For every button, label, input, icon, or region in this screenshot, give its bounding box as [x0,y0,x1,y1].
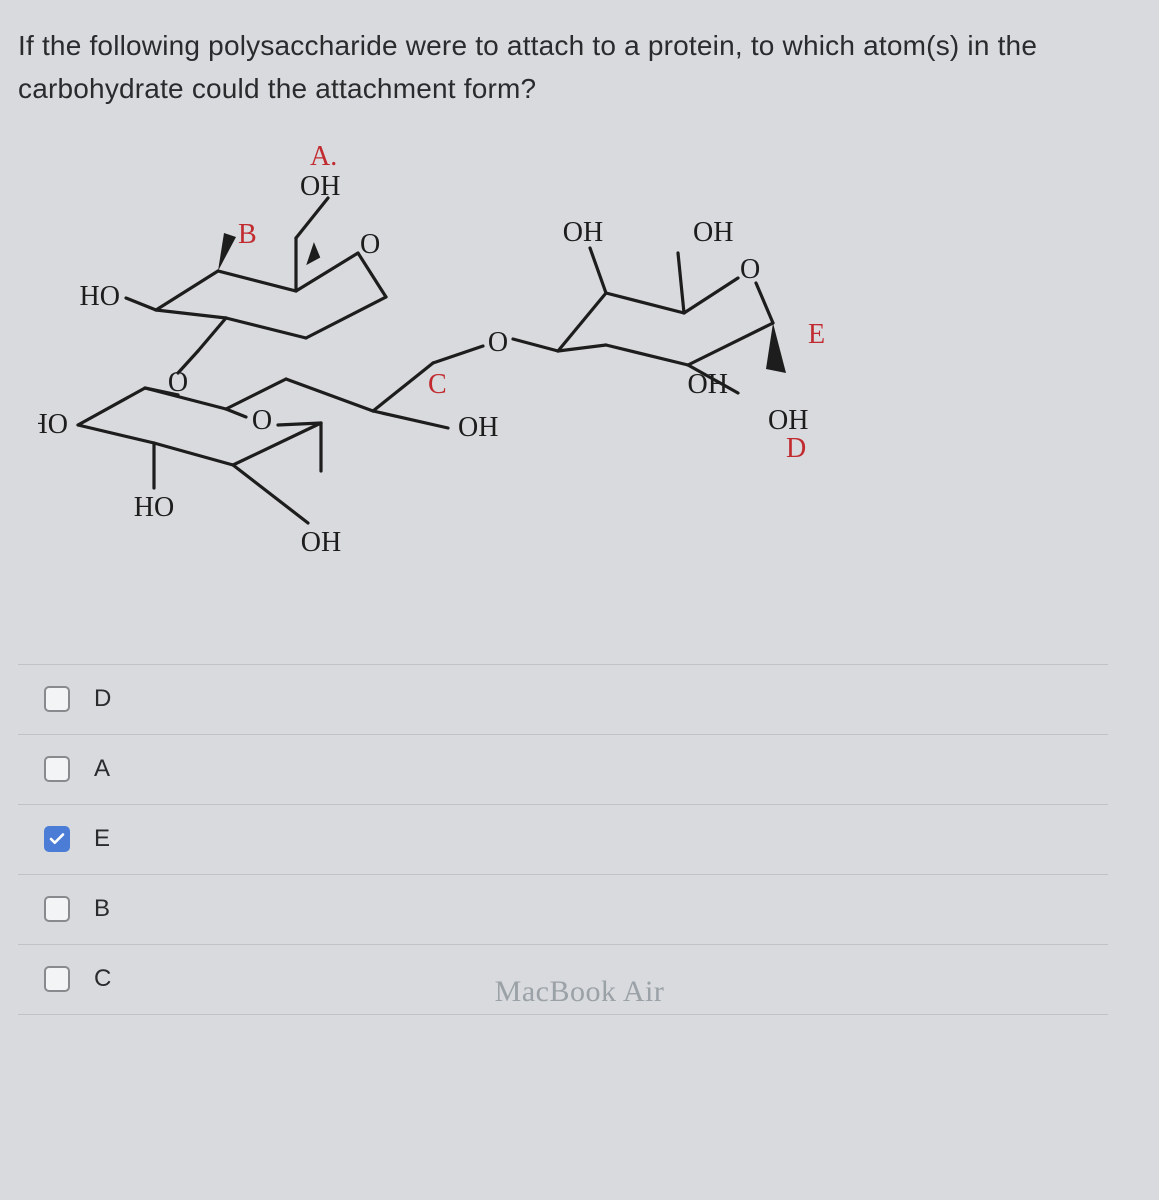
answer-options: D A E B C [18,664,1108,1015]
label-OH-top1: OH [563,217,603,248]
label-O4: O [488,327,508,358]
label-HO-bottom: HO [134,492,174,523]
label-C: C [428,369,447,400]
label-O1: O [252,405,272,436]
device-watermark: MacBook Air [0,975,1159,1009]
label-E: E [808,319,825,350]
option-label: E [94,825,110,853]
checkbox-d[interactable] [44,686,70,712]
checkbox-a[interactable] [44,756,70,782]
label-O2: O [168,367,188,398]
label-A: A. [310,141,337,172]
label-E-OH: OH [688,369,728,400]
option-label: A [94,755,110,783]
molecule-diagram: O O O O [38,133,858,623]
option-label: D [94,685,111,713]
label-HO-top: HO [80,281,120,312]
label-OH-mid: OH [458,412,498,443]
option-row-e[interactable]: E [18,805,1108,875]
label-OH-top2: OH [693,217,733,248]
label-OH-bot: OH [301,527,341,558]
option-row-a[interactable]: A [18,735,1108,805]
checkbox-e[interactable] [44,826,70,852]
option-row-d[interactable]: D [18,665,1108,735]
option-label: B [94,895,110,923]
label-O5: O [740,254,760,285]
label-O3: O [360,229,380,260]
label-B: B [238,219,257,250]
label-HO-left: HO [38,409,68,440]
checkbox-b[interactable] [44,896,70,922]
option-row-b[interactable]: B [18,875,1108,945]
label-D: D [786,433,806,464]
question-text: If the following polysaccharide were to … [18,24,1141,111]
label-D-OH: OH [768,405,808,436]
label-A-OH: OH [300,171,340,202]
